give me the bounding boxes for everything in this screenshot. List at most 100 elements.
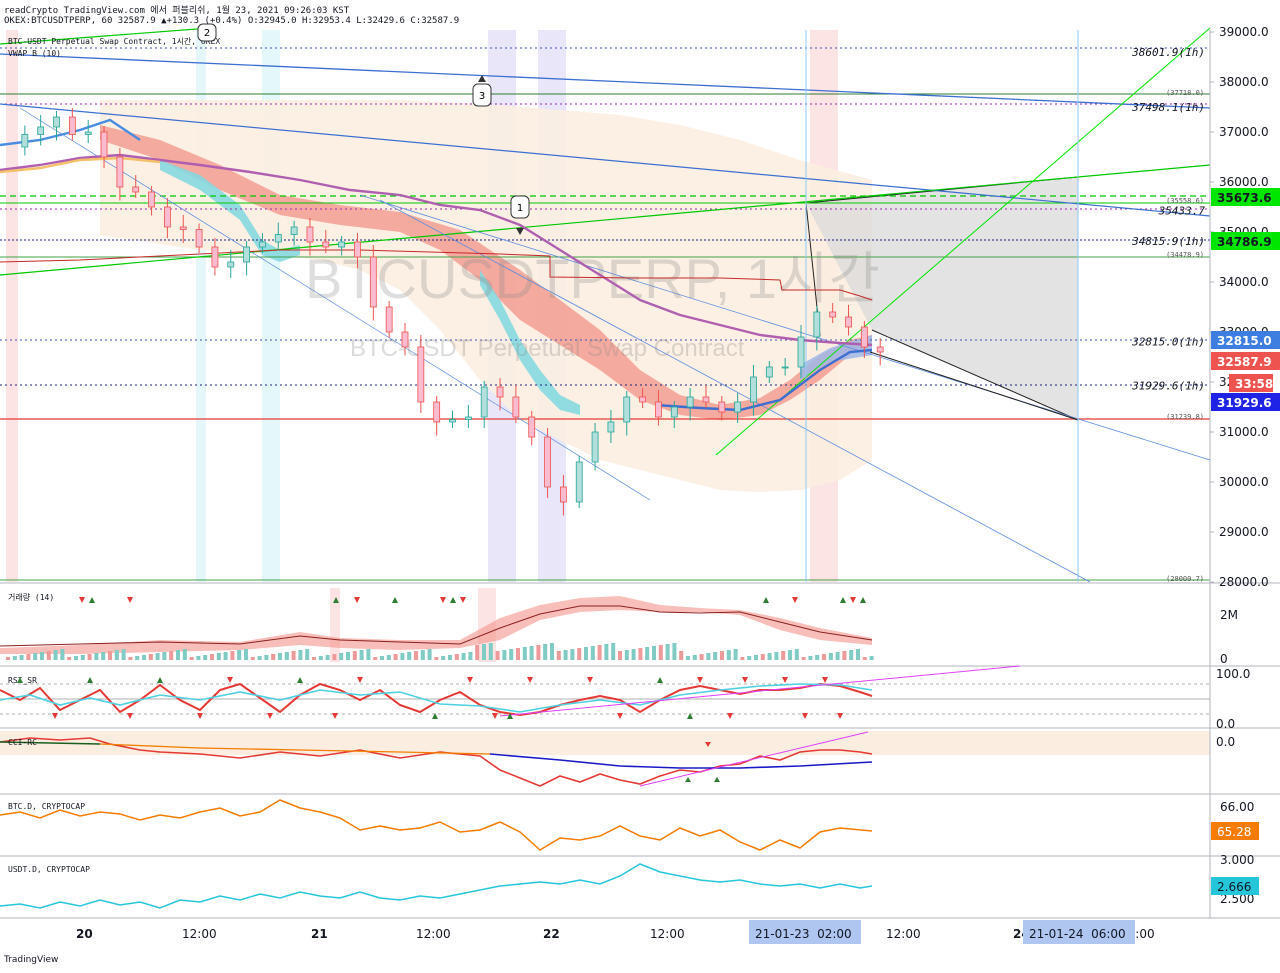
rsi-sell-mark [467, 677, 473, 683]
volume-bar [475, 645, 480, 660]
marker-1[interactable]: 1 [510, 195, 530, 235]
vwap-legend: VWAP B (10) [8, 49, 61, 58]
volume-sell-mark [127, 597, 133, 603]
volume-sell-mark [440, 597, 446, 603]
rsi-buy-mark [657, 677, 663, 683]
rsi-sell-mark [742, 677, 748, 683]
price-badge-bg [1211, 188, 1280, 206]
time-label: 20 [76, 927, 93, 941]
price-badge-bg [1211, 393, 1280, 411]
volume-bar [794, 649, 799, 660]
volume-bar [142, 655, 146, 660]
price-badge: 32815.0 [1217, 334, 1272, 348]
candle-body [116, 156, 124, 188]
volume-bar [774, 652, 779, 660]
rsi-label: RSI_SR [8, 676, 37, 685]
level-small-label: (28000.7) [1166, 575, 1204, 583]
volume-bar [271, 654, 276, 660]
volume-bar [67, 657, 72, 660]
svg-text:3: 3 [479, 91, 485, 102]
price-badge: 33:58 [1235, 377, 1273, 391]
rsi-sell-mark [617, 713, 623, 719]
time-axis[interactable]: 20 12:00 21 12:00 22 12:00 12:00 24 00:0… [76, 920, 1155, 944]
volume-bar [101, 652, 106, 660]
volume-bar [380, 656, 384, 660]
btcd-label: BTC.D, CRYPTOCAP [8, 802, 85, 811]
candle-body [354, 241, 361, 258]
volume-bar [611, 643, 616, 660]
volume-bar [182, 649, 187, 660]
volume-bar [257, 656, 262, 660]
candle-body [829, 311, 837, 318]
volume-bar [135, 656, 140, 660]
ohlc-info: OKEX:BTCUSDTPERP, 60 32587.9 ▲+130.3 (+0… [4, 16, 460, 26]
candle-body [591, 431, 599, 463]
marker-3[interactable]: 3 [472, 75, 492, 107]
volume-bar [638, 648, 643, 660]
level-small-label: (35558.6) [1166, 197, 1204, 205]
usdtd-badge: 2.666 [1217, 880, 1251, 894]
volume-ma [0, 605, 873, 647]
rsi-signal [0, 683, 873, 713]
rsi-sell-mark [587, 677, 593, 683]
volume-bar [284, 652, 289, 660]
volume-bar [808, 656, 813, 660]
volume-bar [754, 655, 758, 660]
time-label: 22 [543, 927, 560, 941]
rsi-sell-mark [802, 713, 808, 719]
rsi-sell-mark [227, 677, 233, 683]
level-annotation: 38601.9(1h) [1131, 46, 1205, 59]
volume-bar [556, 651, 561, 660]
volume-bar [40, 652, 44, 660]
candle-body [401, 331, 409, 348]
volume-bar [291, 651, 296, 660]
marker-2[interactable]: 2 [197, 23, 217, 42]
volume-bar [570, 649, 575, 660]
rsi-buy-mark [17, 677, 23, 683]
time-badge-1: 21-01-23 02:00 [755, 927, 852, 941]
volume-bar [713, 652, 718, 660]
rsi-sell-mark [357, 677, 363, 683]
price-tick: 39000.0 [1219, 25, 1269, 39]
volume-bar [46, 651, 51, 660]
volume-bar [298, 650, 303, 660]
candle-body [464, 416, 472, 420]
volume-cloud [0, 596, 872, 654]
price-badge-bg [1211, 232, 1280, 250]
volume-bar [454, 654, 459, 660]
volume-bar [536, 645, 541, 660]
price-axis[interactable]: 39000.038000.037000.036000.035000.034000… [1210, 25, 1269, 589]
time-label: 12:00 [182, 927, 217, 941]
volume-buy-mark [392, 597, 398, 603]
volume-sell-mark [354, 597, 360, 603]
volume-bar [679, 651, 684, 660]
volume-buy-mark [333, 597, 339, 603]
volume-bar [237, 650, 242, 660]
rsi-sell-mark [727, 713, 733, 719]
tradingview-logo: TradingView [4, 955, 59, 965]
candle-body [290, 226, 298, 235]
volume-bar [767, 653, 772, 660]
usdtd-line [0, 863, 873, 909]
volume-bar [216, 653, 221, 660]
candle-body [575, 461, 583, 503]
cci-tick-0: 0.0 [1216, 735, 1235, 749]
candle-body [68, 116, 76, 135]
price-tick: 37000.0 [1219, 125, 1269, 139]
volume-bar [6, 657, 10, 660]
watermark-main: BTCUSDTPERP, 1시간 [305, 247, 880, 310]
volume-bar [788, 650, 792, 660]
svg-text:2: 2 [204, 28, 210, 39]
volume-bar [590, 646, 595, 660]
price-badge: 34786.9 [1217, 235, 1272, 249]
time-label: 12:00 [886, 927, 921, 941]
price-levels [0, 47, 1210, 581]
volume-bar [155, 653, 160, 660]
candle-body [670, 406, 678, 418]
rsi-sell-mark [197, 713, 203, 719]
level-annotation: 34815.9(1h) [1131, 235, 1205, 248]
volume-bar [516, 648, 520, 660]
chart-header: readCrypto TradingView.com 에서 퍼블리쉬, 1월 2… [0, 0, 1280, 30]
volume-bar [210, 654, 214, 660]
